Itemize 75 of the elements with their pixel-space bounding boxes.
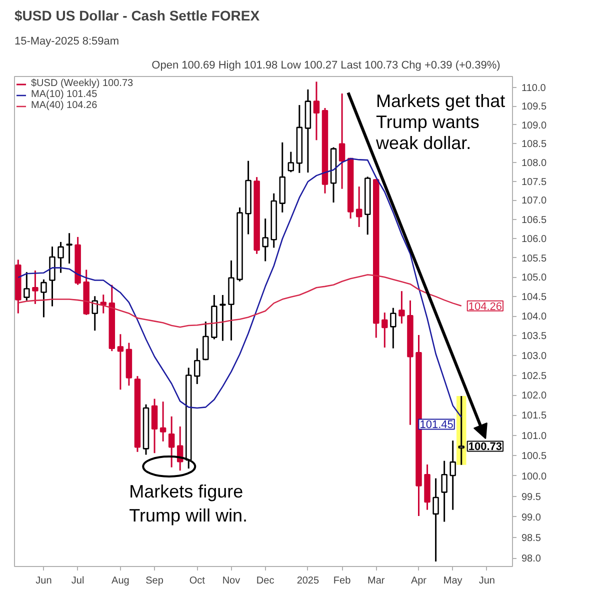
y-tick-label: 105.0: [522, 272, 547, 284]
candlestick: [117, 333, 124, 390]
candlestick: [168, 416, 175, 468]
y-tick-label: 107.5: [522, 176, 547, 188]
candlestick: [390, 307, 396, 350]
x-tick-label: Oct: [189, 576, 206, 586]
x-tick-label: 2025: [296, 576, 320, 586]
y-tick-label: 107.0: [522, 196, 547, 207]
x-tick-label: Dec: [256, 576, 274, 586]
y-tick-label: 108.5: [522, 139, 547, 150]
y-tick-label: 100.5: [522, 451, 547, 462]
x-tick-label: Jun: [36, 576, 52, 586]
chart-subtitle: 15-May-2025 8:59am: [14, 36, 120, 48]
y-tick-label: 101.0: [522, 430, 547, 442]
candlestick: [92, 295, 98, 332]
chart-title: $USD US Dollar - Cash Settle FOREX: [14, 8, 260, 24]
x-tick-label: Jun: [478, 576, 495, 586]
candlestick: [66, 232, 72, 264]
candlestick: [432, 478, 439, 562]
annotation: Markets figure Trump will win.: [129, 482, 248, 526]
y-tick-label: 108.0: [522, 158, 547, 169]
y-tick-label: 109.0: [522, 120, 547, 132]
candlestick: [450, 440, 456, 511]
data-label: 104.26: [468, 300, 502, 313]
candlestick: [398, 290, 405, 324]
candlestick: [382, 312, 388, 348]
candlestick: [441, 460, 448, 523]
candlestick: [202, 320, 209, 361]
candlestick: [194, 348, 200, 385]
candlestick: [160, 400, 166, 442]
y-tick-label: 106.5: [522, 214, 547, 226]
candlestick: [220, 294, 226, 342]
x-tick-label: Mar: [368, 576, 386, 586]
x-tick-label: Jul: [71, 576, 84, 586]
y-tick-label: 101.5: [522, 410, 547, 422]
y-tick-label: 98.0: [522, 554, 542, 565]
candlestick: [151, 398, 158, 454]
y-tick-label: 104.5: [522, 292, 547, 304]
x-tick-label: Apr: [410, 576, 428, 586]
y-tick-label: 102.5: [522, 370, 547, 382]
candlestick: [58, 241, 64, 274]
candlestick: [313, 80, 320, 141]
y-tick-label: 104.0: [522, 312, 547, 323]
y-tick-label: 110.0: [522, 83, 546, 94]
candlestick: [338, 92, 346, 190]
candlestick: [49, 246, 56, 308]
x-tick-label: Nov: [222, 576, 240, 586]
candlestick: [24, 271, 30, 302]
candlestick: [262, 218, 268, 262]
legend-label: $USD (Weekly) 100.73: [31, 78, 134, 89]
x-tick-label: Sep: [146, 576, 164, 586]
annotation: Markets get that Trump wants weak dollar.: [375, 91, 506, 154]
y-tick-label: 109.5: [522, 102, 547, 113]
legend-label: MA(40) 104.26: [31, 100, 98, 111]
candlestick: [32, 270, 38, 305]
y-tick-label: 99.5: [522, 492, 542, 503]
candlestick: [288, 151, 294, 173]
data-label: 101.45: [420, 419, 454, 432]
x-tick-label: Feb: [333, 576, 352, 586]
y-tick-label: 106.0: [522, 234, 547, 245]
y-tick-label: 100.0: [522, 471, 547, 482]
y-tick-label: 99.0: [522, 512, 542, 524]
y-tick-label: 102.0: [522, 390, 547, 402]
legend-label: MA(10) 101.45: [31, 89, 98, 100]
x-tick-label: May: [443, 576, 462, 586]
x-tick-label: Aug: [112, 576, 130, 586]
line-series: [18, 274, 462, 328]
y-tick-label: 103.5: [522, 331, 547, 342]
y-tick-label: 105.5: [522, 253, 547, 264]
candlestick: [356, 186, 362, 228]
y-tick-label: 103.0: [522, 350, 547, 362]
candlestick: [40, 278, 47, 318]
y-tick-label: 98.5: [522, 532, 542, 544]
text: Open 100.69 High 101.98 Low 100.27 Last 100.73 Chg +0.39 (+0.39%): [152, 60, 500, 72]
text: 100.73: [468, 441, 502, 454]
